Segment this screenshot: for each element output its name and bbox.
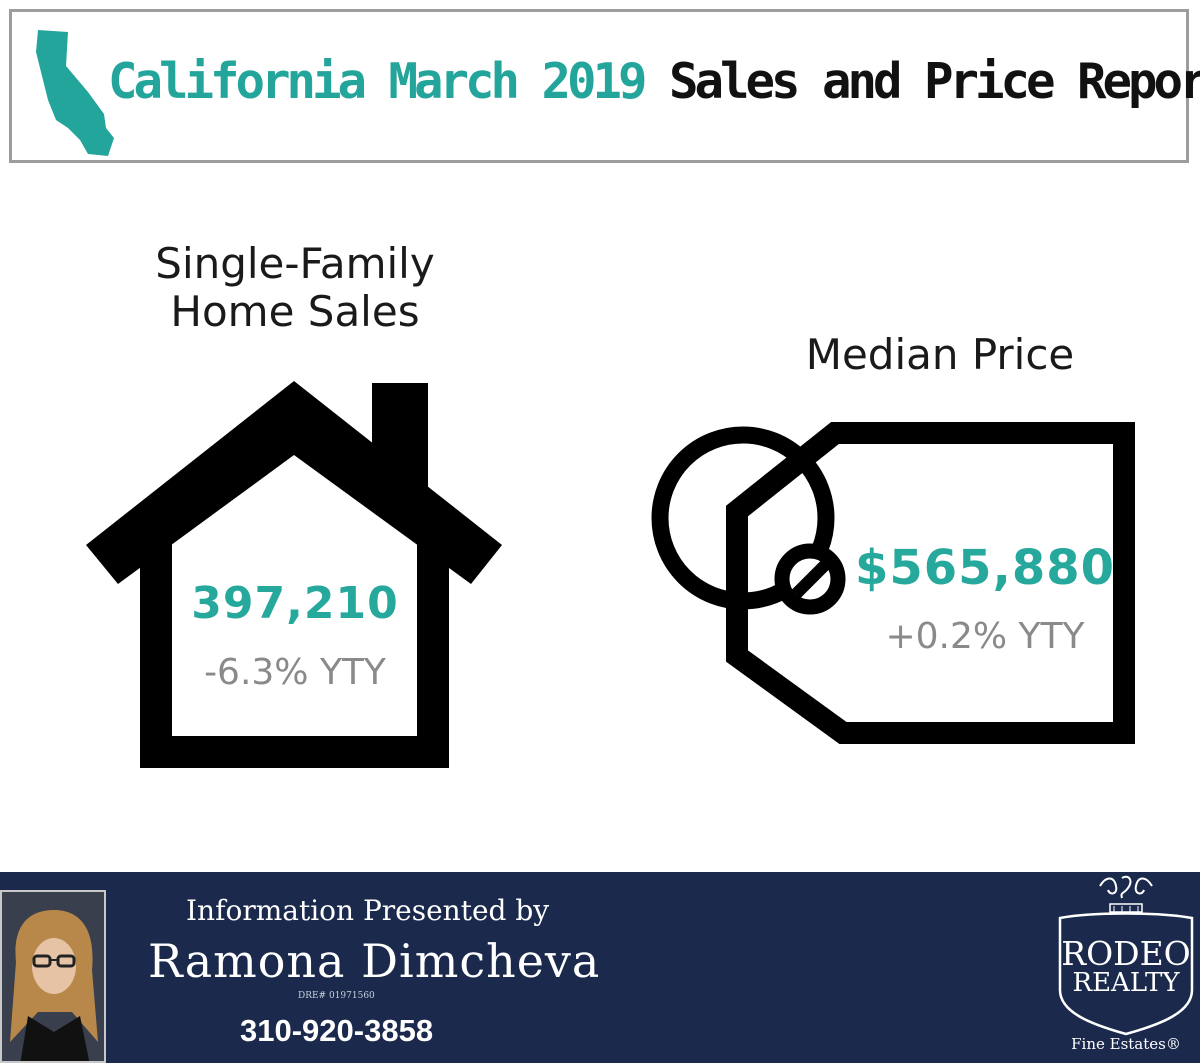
sales-heading-line1: Single-Family	[155, 239, 435, 288]
report-title-highlight: California March 2019	[108, 53, 648, 110]
agent-dre-number: DRE# 01971560	[298, 991, 375, 1001]
price-change: +0.2% YTY	[885, 616, 1085, 657]
agent-phone: 310-920-3858	[240, 1013, 434, 1048]
logo-fine-estates-text: Fine Estates®	[1071, 1035, 1181, 1053]
agent-photo	[0, 890, 106, 1063]
report-title-rest: Sales and Price Report	[669, 53, 1200, 110]
agent-name: Ramona Dimcheva	[148, 934, 601, 988]
sales-heading-line2: Home Sales	[170, 287, 420, 336]
price-tag-icon	[651, 422, 1135, 744]
sales-heading: Single-Family Home Sales	[100, 240, 490, 336]
california-map-icon	[36, 30, 114, 156]
sales-value: 397,210	[191, 578, 399, 629]
presented-by: Information Presented by	[186, 894, 550, 927]
house-icon	[86, 381, 502, 768]
report-header: California March 2019 Sales and Price Re…	[9, 9, 1200, 163]
rodeo-realty-logo: RODEO REALTY Fine Estates®	[1052, 872, 1200, 1063]
price-value: $565,880	[854, 540, 1116, 596]
sales-change: -6.3% YTY	[204, 652, 386, 693]
agent-footer: Information Presented by Ramona Dimcheva…	[0, 872, 1200, 1063]
report-title: California March 2019 Sales and Price Re…	[108, 52, 1200, 112]
logo-realty-text: REALTY	[1072, 968, 1180, 998]
logo-rodeo-text: RODEO	[1061, 934, 1191, 973]
price-heading: Median Price	[805, 330, 1075, 379]
rodeo-realty-crest-icon	[1058, 875, 1194, 1036]
